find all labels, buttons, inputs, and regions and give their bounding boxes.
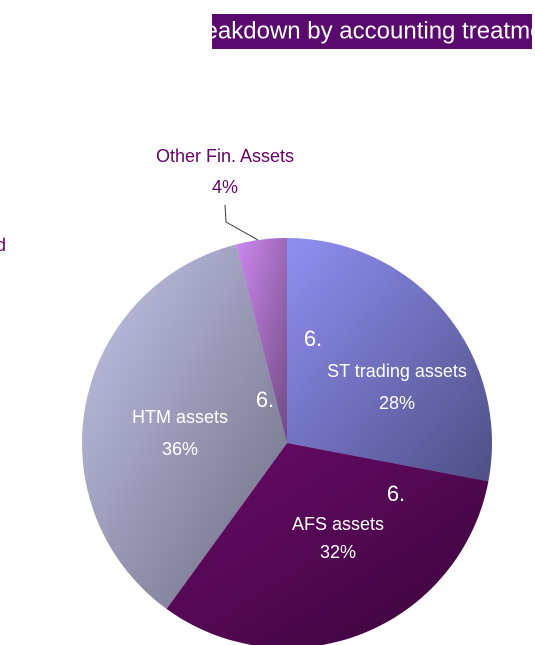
annotation: d [0,235,6,255]
labels: ST trading assets 28% AFS assets 32% HTM ass… [0,146,467,562]
slice-shade [236,238,287,443]
slice-label: AFS assets [292,514,384,534]
value-label: 36% [162,439,198,459]
slices [81,238,493,645]
annotation: 6. [304,326,322,351]
annotation: 6. [387,481,405,506]
slice-label: HTM assets [132,407,228,427]
value-label: 28% [379,393,415,413]
slice-label: ST trading assets [327,361,467,381]
leader-line [224,204,259,241]
value-label: 4% [212,177,238,197]
slice-shade [166,443,489,645]
slice-label: Other Fin. Assets [156,146,294,166]
slice-shade [287,238,493,482]
slice-shade [81,244,287,609]
value-label: 32% [320,542,356,562]
annotation: 6. [256,387,274,412]
chart-title: Breakdown by accounting treatment [181,17,535,44]
title-banner [212,14,532,49]
